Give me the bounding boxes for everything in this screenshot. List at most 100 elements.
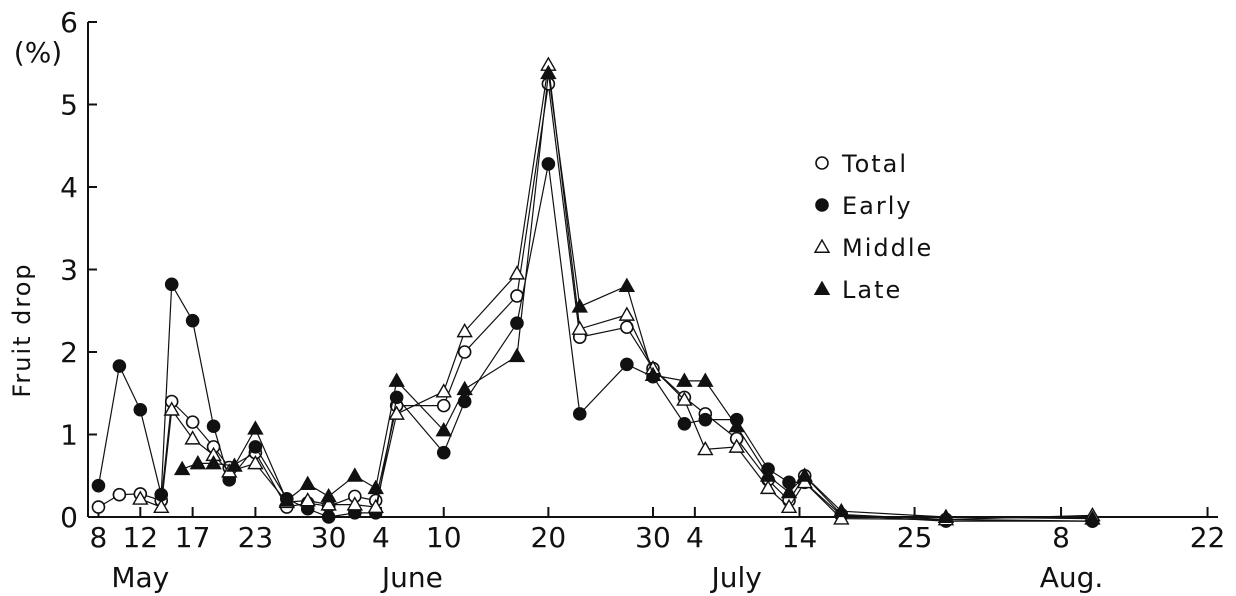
data-point (435, 421, 452, 437)
data-point (153, 498, 170, 514)
x-tick-label: 8 (1052, 521, 1070, 554)
x-tick-label: 10 (426, 521, 462, 554)
data-point (618, 306, 636, 321)
month-label: June (380, 561, 443, 594)
data-point (813, 238, 831, 253)
data-point (91, 500, 106, 514)
month-label: May (111, 561, 169, 594)
data-point (299, 475, 316, 490)
data-point (456, 322, 473, 338)
data-point (164, 277, 179, 292)
data-point (248, 440, 263, 454)
data-point (728, 438, 745, 453)
legend-item-early: Early (815, 192, 913, 220)
series-layer (91, 56, 1101, 528)
data-point (677, 416, 692, 431)
data-point (321, 510, 336, 524)
data-point (698, 412, 713, 427)
series-late (173, 64, 1101, 525)
data-point (320, 496, 337, 511)
data-point (226, 457, 243, 472)
data-point (571, 320, 588, 335)
data-point (759, 467, 777, 482)
data-point (833, 502, 850, 518)
legend-label: Late (842, 276, 902, 304)
data-point (815, 198, 829, 212)
data-point (571, 298, 588, 313)
x-tick-label: 30 (635, 521, 671, 554)
data-point (618, 277, 636, 292)
data-point (173, 460, 191, 476)
data-point (435, 383, 452, 398)
legend: Total Early Middle Late (813, 150, 931, 304)
series-middle (132, 56, 1101, 526)
y-tick-label: 2 (60, 336, 78, 369)
data-point (185, 415, 200, 429)
data-point (541, 157, 556, 171)
data-point (1084, 510, 1101, 525)
data-point (436, 398, 451, 413)
data-point (644, 366, 662, 382)
data-point (780, 483, 798, 499)
x-tick-label: 30 (311, 521, 347, 554)
x-tick-label: 20 (531, 521, 567, 554)
data-point (508, 347, 526, 363)
data-point (367, 498, 384, 514)
data-point (206, 419, 221, 434)
x-tick-label: 17 (175, 521, 211, 554)
data-point (676, 372, 693, 387)
data-point (112, 359, 127, 373)
legend-label: Early (842, 192, 913, 220)
series-line (140, 64, 1093, 521)
x-tick-label: 23 (238, 521, 274, 554)
x-tick-label: 12 (122, 521, 158, 554)
data-point (676, 391, 693, 406)
data-point (937, 508, 955, 523)
data-point (780, 498, 798, 514)
data-point (796, 467, 813, 482)
y-tick-label: 0 (60, 501, 78, 534)
data-point (697, 372, 714, 387)
data-point (456, 380, 473, 396)
data-point (185, 313, 200, 328)
x-tick-label: 25 (897, 521, 933, 554)
series-early (91, 157, 1100, 528)
data-point (815, 156, 829, 170)
data-point (247, 454, 264, 470)
legend-item-total: Total (815, 150, 908, 178)
x-tick-label: 22 (1190, 521, 1226, 554)
data-point (112, 487, 127, 502)
series-line (181, 73, 1093, 520)
series-total (91, 77, 1100, 528)
data-point (813, 280, 831, 295)
data-point (299, 492, 316, 507)
legend-item-middle: Middle (813, 234, 931, 262)
y-axis-label: Fruit drop (8, 262, 36, 397)
y-tick-label: 5 (60, 89, 78, 122)
legend-label: Total (841, 150, 908, 178)
x-tick-label: 4 (372, 521, 390, 554)
data-point (189, 454, 207, 470)
data-point (541, 77, 556, 91)
data-point (833, 510, 850, 525)
y-tick-label: 4 (60, 171, 78, 204)
x-tick-label: 14 (782, 521, 818, 554)
y-tick-label: 1 (60, 419, 78, 452)
data-point (278, 492, 296, 507)
legend-item-late: Late (813, 276, 902, 304)
data-point (697, 440, 714, 456)
y-unit-label: (%) (14, 36, 62, 69)
data-point (346, 496, 364, 511)
data-point (320, 487, 337, 503)
data-point (388, 405, 405, 420)
data-point (163, 401, 180, 416)
data-point (184, 430, 201, 445)
data-point (728, 417, 745, 433)
data-point (205, 454, 222, 470)
data-point (620, 357, 634, 372)
data-point (457, 345, 472, 359)
month-label: July (710, 561, 762, 594)
data-point (508, 265, 526, 280)
